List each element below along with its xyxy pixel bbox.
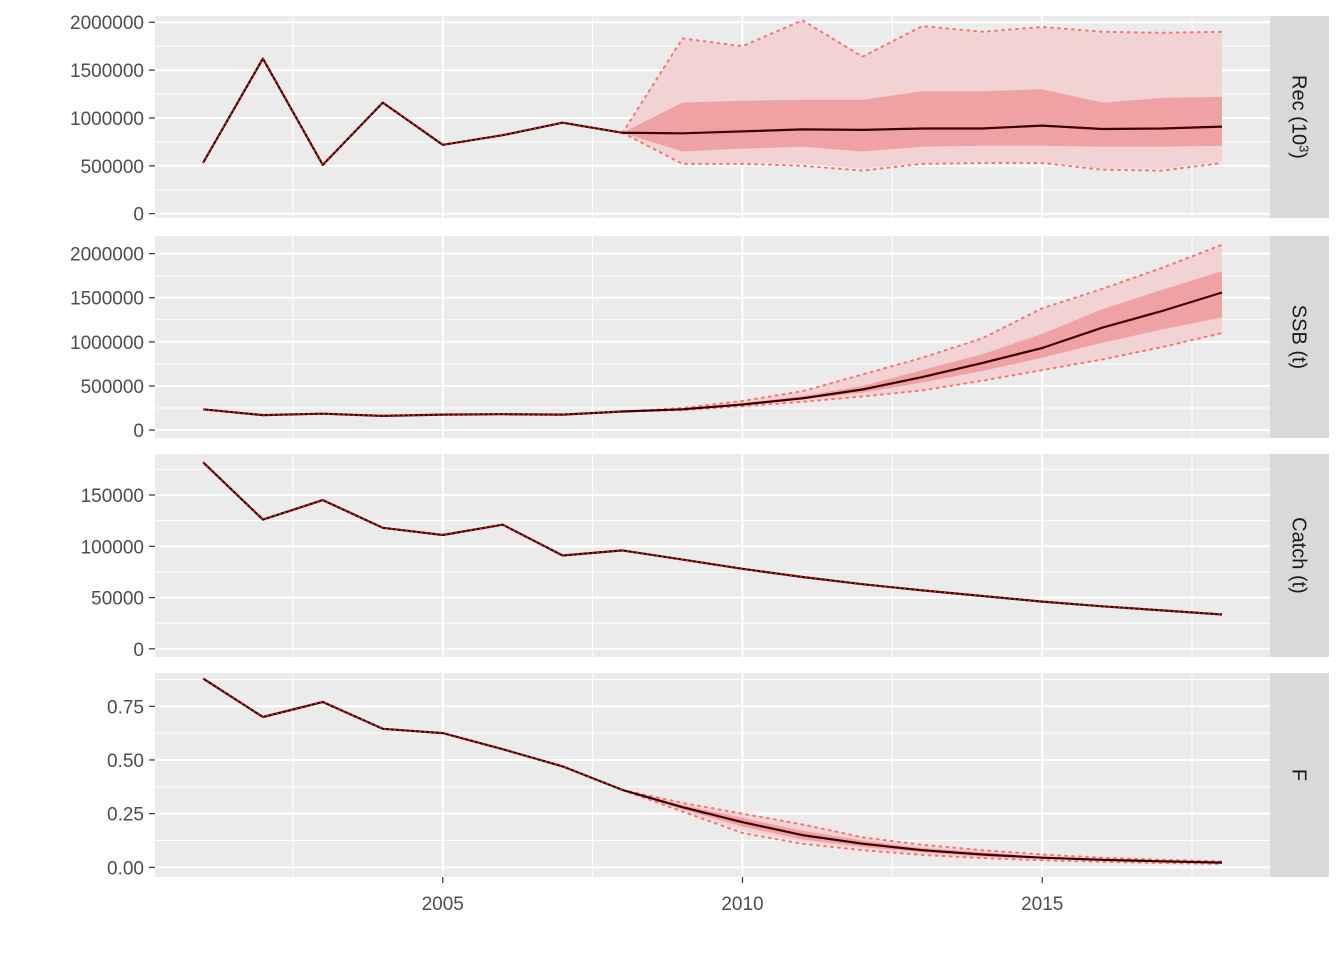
panel-background — [155, 673, 1270, 877]
strip-label-superscript: 3 — [1297, 145, 1312, 152]
upper-iteration-dotted-line — [621, 19, 1223, 134]
facet-strip-label: Rec (103) — [1288, 75, 1313, 159]
upper-iteration-dotted-line — [621, 243, 1223, 413]
facet-catch: 0 50000 100000 150000 Catch (t) — [81, 454, 1329, 661]
facet-rec: 0 500000 1000000 1500000 2000000 Rec (103) — [70, 13, 1329, 226]
x-tick-label: 2010 — [721, 894, 763, 915]
facet-strip — [1270, 454, 1329, 657]
y-tick-label: 1500000 — [70, 289, 144, 310]
facet-strip-label: SSB (t) — [1288, 305, 1310, 369]
x-axis: 2005 2010 2015 — [422, 877, 1063, 915]
historical-dotted-overlay — [202, 57, 623, 167]
median-line — [202, 677, 1223, 864]
facet-strip-label: F — [1288, 769, 1310, 781]
historical-dotted-overlay — [202, 408, 623, 417]
facet-f: 0.00 0.25 0.50 0.75 F — [107, 673, 1329, 879]
facet-strip — [1270, 673, 1329, 877]
y-tick-label: 1000000 — [70, 109, 144, 130]
lower-iteration-dotted-line — [621, 131, 1223, 172]
y-tick-label: 0.00 — [107, 858, 144, 879]
y-tick-label: 0.75 — [107, 697, 144, 718]
y-tick-label: 0 — [133, 205, 144, 226]
y-tick-label: 0.25 — [107, 805, 144, 826]
y-tick-label: 0 — [133, 640, 144, 661]
y-tick-label: 50000 — [91, 589, 144, 610]
median-line — [202, 57, 1223, 166]
y-tick-label: 100000 — [81, 537, 144, 558]
historical-dotted-overlay — [202, 461, 1223, 616]
historical-dotted-overlay — [202, 677, 623, 791]
y-tick-label: 0 — [133, 421, 144, 442]
upper-iteration-dotted-line — [621, 789, 1223, 863]
strip-label-close: ) — [1288, 152, 1310, 159]
y-tick-label: 1000000 — [70, 333, 144, 354]
facet-strip-label: Catch (t) — [1288, 517, 1310, 594]
y-tick-label: 0.50 — [107, 751, 144, 772]
y-tick-label: 2000000 — [70, 13, 144, 34]
x-tick-label: 2015 — [1021, 894, 1063, 915]
inner-interval-band — [622, 89, 1222, 152]
x-tick-label: 2005 — [422, 894, 464, 915]
y-tick-label: 1500000 — [70, 61, 144, 82]
facet-strip — [1270, 236, 1329, 438]
lower-iteration-dotted-line — [621, 332, 1223, 413]
facet-ssb: 0 500000 1000000 1500000 2000000 SSB (t) — [70, 236, 1329, 442]
panel-background — [155, 454, 1270, 657]
facet-strip — [1270, 16, 1329, 218]
inner-interval-band — [622, 271, 1222, 412]
inner-interval-band — [622, 790, 1222, 864]
y-tick-label: 500000 — [81, 157, 144, 178]
lower-iteration-dotted-line — [621, 789, 1223, 865]
y-tick-label: 2000000 — [70, 245, 144, 266]
y-tick-label: 500000 — [81, 377, 144, 398]
y-tick-label: 150000 — [81, 486, 144, 507]
